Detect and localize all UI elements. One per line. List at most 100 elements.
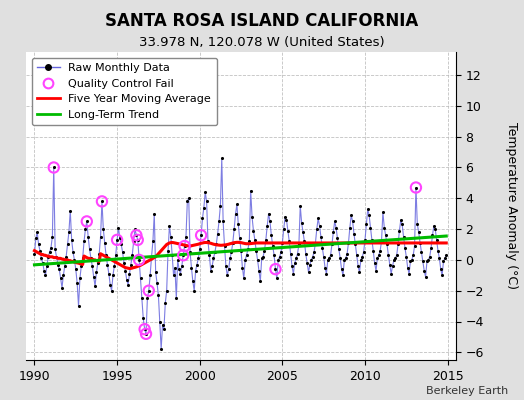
Point: [140, 326, 149, 332]
Point: [85, 246, 94, 252]
Point: [224, 266, 233, 272]
Point: [254, 257, 262, 263]
Point: [112, 252, 120, 258]
Point: [239, 275, 248, 282]
Point: [191, 268, 200, 274]
Point: [271, 266, 280, 272]
Point: [390, 257, 398, 263]
Point: [322, 270, 331, 277]
Point: [406, 258, 414, 265]
Point: [339, 272, 347, 278]
Point: [351, 241, 359, 248]
Point: [198, 215, 206, 222]
Point: [271, 266, 280, 272]
Point: [110, 263, 118, 269]
Text: 33.978 N, 120.078 W (United States): 33.978 N, 120.078 W (United States): [139, 36, 385, 49]
Point: [84, 234, 92, 240]
Point: [252, 248, 260, 254]
Point: [61, 263, 69, 269]
Point: [241, 257, 249, 263]
Point: [260, 248, 269, 254]
Point: [113, 237, 121, 243]
Point: [76, 275, 84, 282]
Point: [246, 187, 255, 194]
Point: [283, 228, 292, 234]
Point: [197, 232, 205, 238]
Point: [326, 252, 335, 258]
Point: [436, 266, 445, 272]
Point: [72, 266, 80, 272]
Point: [365, 212, 373, 218]
Point: [99, 226, 107, 232]
Point: [223, 272, 232, 278]
Point: [134, 237, 142, 243]
Point: [405, 270, 413, 277]
Point: [83, 218, 91, 225]
Point: [140, 326, 149, 332]
Point: [222, 263, 230, 269]
Point: [425, 254, 434, 260]
Point: [120, 260, 128, 266]
Point: [384, 252, 392, 258]
Point: [35, 241, 43, 248]
Point: [68, 237, 76, 243]
Point: [354, 263, 362, 269]
Point: [165, 223, 173, 229]
Point: [37, 255, 46, 262]
Point: [380, 224, 388, 231]
Point: [343, 250, 351, 257]
Point: [202, 198, 211, 204]
Point: [250, 237, 259, 243]
Point: [57, 275, 65, 282]
Point: [291, 260, 299, 266]
Point: [169, 272, 178, 278]
Point: [94, 260, 102, 266]
Point: [30, 250, 39, 257]
Point: [256, 278, 265, 285]
Point: [386, 261, 394, 268]
Point: [337, 266, 346, 272]
Point: [142, 331, 150, 337]
Point: [184, 195, 193, 202]
Point: [125, 270, 134, 277]
Point: [156, 318, 164, 325]
Point: [87, 255, 95, 262]
Point: [392, 252, 401, 258]
Point: [230, 226, 238, 232]
Point: [46, 249, 54, 256]
Point: [136, 275, 145, 282]
Point: [355, 269, 364, 276]
Point: [124, 281, 132, 288]
Point: [408, 257, 416, 263]
Point: [298, 220, 306, 226]
Point: [377, 238, 386, 245]
Point: [381, 232, 390, 238]
Point: [263, 223, 271, 229]
Point: [412, 184, 420, 191]
Point: [424, 257, 432, 263]
Point: [106, 281, 114, 288]
Point: [353, 252, 361, 258]
Point: [132, 232, 140, 238]
Point: [128, 252, 136, 258]
Point: [274, 257, 282, 263]
Point: [135, 257, 144, 263]
Point: [98, 198, 106, 204]
Point: [200, 204, 208, 211]
Point: [383, 241, 391, 248]
Point: [432, 237, 441, 243]
Point: [402, 254, 410, 260]
Point: [138, 295, 146, 302]
Point: [187, 264, 195, 271]
Point: [421, 274, 430, 280]
Point: [335, 246, 343, 252]
Point: [427, 244, 435, 251]
Point: [66, 208, 74, 214]
Point: [228, 240, 237, 246]
Point: [401, 244, 409, 251]
Point: [249, 228, 258, 234]
Point: [211, 249, 219, 256]
Point: [96, 234, 105, 240]
Point: [292, 255, 300, 262]
Point: [281, 214, 289, 220]
